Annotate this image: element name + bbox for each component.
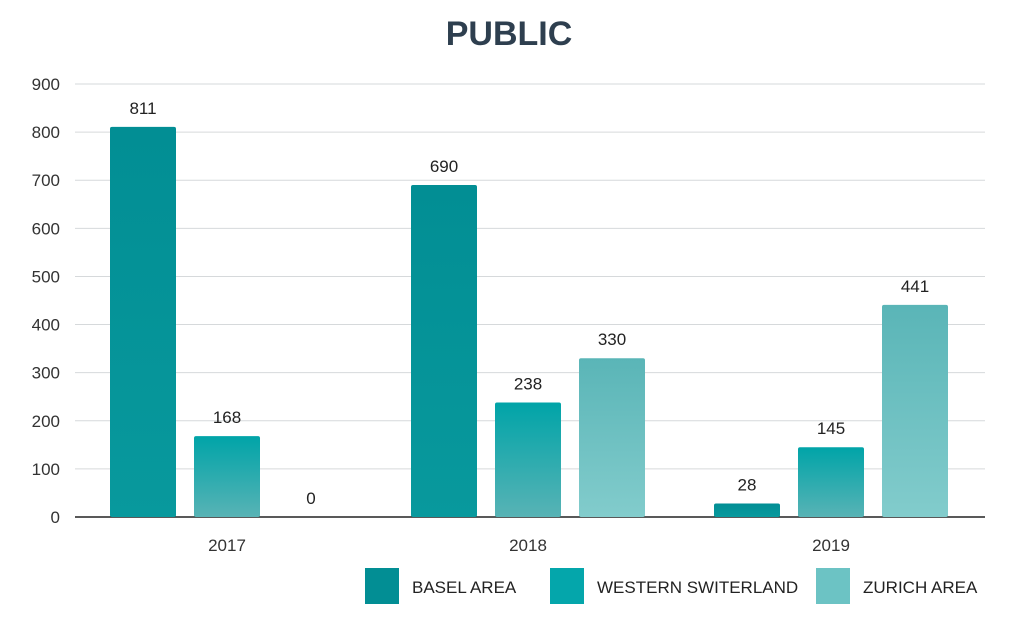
- bar-zurich-area-2019: [882, 304, 948, 517]
- legend: BASEL AREA WESTERN SWITERLAND ZURICH AREA: [365, 568, 978, 604]
- bar-western-switerland-2017: [194, 436, 260, 517]
- x-tick-label: 2017: [208, 536, 246, 555]
- legend-swatch-zurich-area: [816, 568, 850, 604]
- value-label-basel-area-2017: 811: [129, 99, 156, 118]
- legend-label-western-switerland: WESTERN SWITERLAND: [597, 578, 798, 597]
- y-tick-label: 200: [32, 412, 60, 431]
- chart-title: PUBLIC: [446, 15, 573, 53]
- y-tick-label: 800: [32, 123, 60, 142]
- y-tick-label: 500: [32, 267, 60, 286]
- y-tick-label: 900: [32, 75, 60, 94]
- value-label-western-switerland-2019: 145: [817, 419, 845, 438]
- bar-zurich-area-2018: [579, 358, 645, 517]
- y-tick-label: 400: [32, 316, 60, 335]
- value-label-zurich-area-2017: 0: [306, 489, 315, 508]
- value-labels: 811 690 28 168 238 145 0 330 441: [129, 99, 929, 508]
- legend-swatch-basel-area: [365, 568, 399, 604]
- legend-label-basel-area: BASEL AREA: [412, 578, 517, 597]
- bars: [110, 126, 948, 518]
- legend-item-western-switerland[interactable]: WESTERN SWITERLAND: [550, 568, 798, 604]
- value-label-basel-area-2019: 28: [738, 476, 757, 495]
- value-label-basel-area-2018: 690: [430, 157, 458, 176]
- value-label-western-switerland-2018: 238: [514, 374, 542, 393]
- legend-item-zurich-area[interactable]: ZURICH AREA: [816, 568, 978, 604]
- legend-item-basel-area[interactable]: BASEL AREA: [365, 568, 517, 604]
- y-tick-label: 300: [32, 364, 60, 383]
- value-label-western-switerland-2017: 168: [213, 408, 241, 427]
- y-tick-label: 600: [32, 219, 60, 238]
- bar-basel-area-2018: [411, 185, 477, 518]
- value-label-zurich-area-2019: 441: [901, 277, 929, 296]
- y-tick-label: 0: [51, 508, 60, 527]
- bar-western-switerland-2019: [798, 447, 864, 517]
- bar-basel-area-2017: [110, 126, 176, 518]
- legend-swatch-western-switerland: [550, 568, 584, 604]
- value-label-zurich-area-2018: 330: [598, 330, 626, 349]
- legend-label-zurich-area: ZURICH AREA: [863, 578, 978, 597]
- y-tick-label: 100: [32, 460, 60, 479]
- bar-western-switerland-2018: [495, 402, 561, 517]
- x-tick-label: 2019: [812, 536, 850, 555]
- bar-basel-area-2019: [714, 503, 780, 517]
- grid-lines: [75, 83, 985, 470]
- y-tick-label: 700: [32, 171, 60, 190]
- x-tick-label: 2018: [509, 536, 547, 555]
